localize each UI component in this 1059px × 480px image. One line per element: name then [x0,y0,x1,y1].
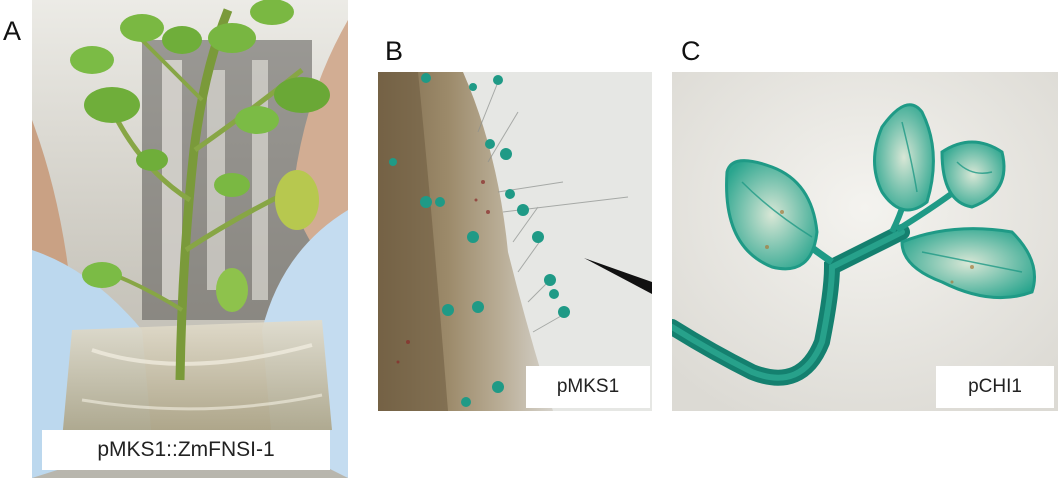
caption-b: pMKS1 [526,366,650,408]
micrograph-image-b [378,72,652,411]
panel-letter-b: B [385,36,404,66]
caption-a: pMKS1::ZmFNSI-1 [42,430,330,470]
micrograph-b [378,72,652,411]
plant-image-a [32,0,348,478]
seedling-image-c [672,72,1058,411]
panel-letter-c: C [681,36,701,66]
seedling-photo-c [672,72,1058,411]
panel-letter-a: A [3,16,22,46]
caption-c: pCHI1 [936,366,1054,408]
plant-photo-a [32,0,348,478]
